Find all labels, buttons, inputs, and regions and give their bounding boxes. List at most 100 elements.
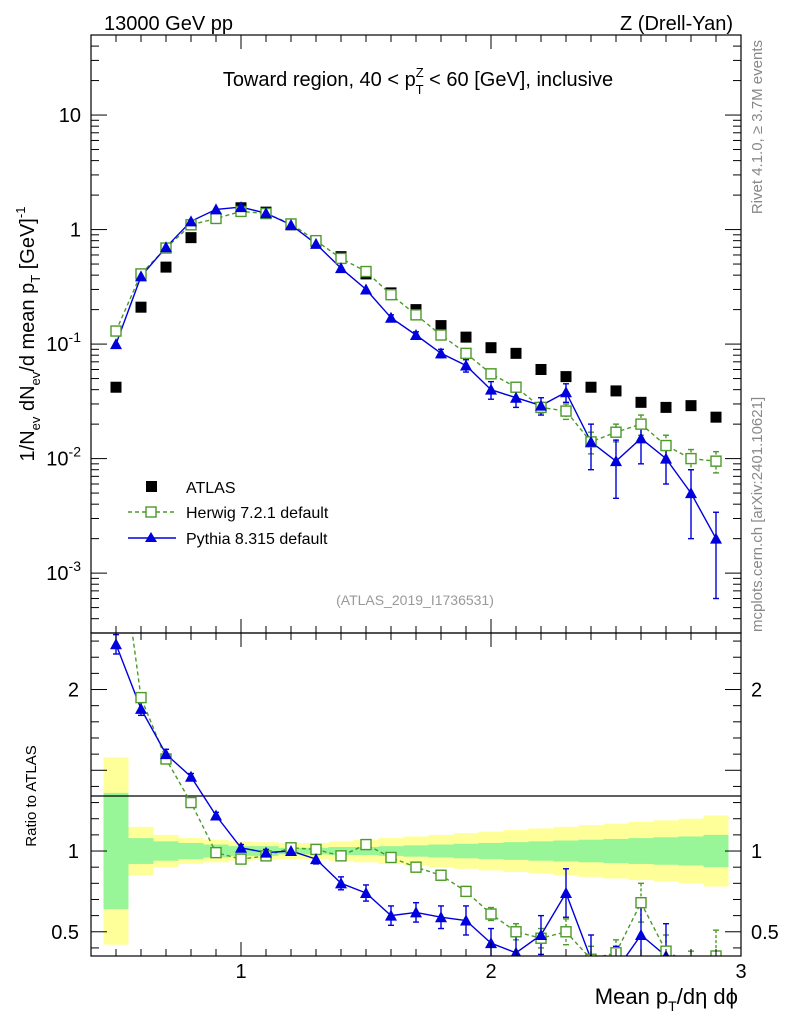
- legend-marker-atlas: [146, 481, 157, 492]
- main-panel: 10-3 10-2 10-1 1 10 Toward region, 40 < pZ T …: [13, 34, 742, 634]
- inner-band-bin: [153, 841, 179, 861]
- herwig-ratio-point: [410, 861, 422, 873]
- y-axis-label: 1/Nev dNev/d mean pT [GeV]-1: [13, 207, 43, 462]
- pythia-point: [560, 386, 572, 398]
- pythia-point: [210, 203, 222, 215]
- pythia-ratio-point: [285, 845, 297, 857]
- herwig-ratio-point: [210, 846, 222, 859]
- pythia-point: [685, 487, 697, 499]
- legend: ATLAS Herwig 7.2.1 default Pythia 8.315 …: [128, 480, 329, 548]
- inner-band-bin: [478, 842, 504, 860]
- atlas-point: [460, 331, 472, 343]
- pythia-point: [660, 452, 672, 464]
- x-tick-label: 1: [235, 961, 246, 983]
- pythia-point: [235, 201, 247, 213]
- x-tick-label: 3: [735, 961, 746, 983]
- atlas-point: [660, 401, 672, 413]
- pythia-ratio-point: [360, 887, 372, 899]
- chart-title: Toward region, 40 < pZ T < 60 [GeV], incl…: [223, 65, 613, 97]
- inner-band-bin: [553, 840, 579, 862]
- legend-entry-atlas: ATLAS: [146, 480, 236, 497]
- herwig-ratio-point: [335, 850, 347, 862]
- y-tick-label: 10-1: [46, 329, 81, 356]
- atlas-point: [185, 232, 197, 244]
- main-ticks: 10-3 10-2 10-1 1 10: [46, 34, 742, 634]
- ratio-y-tick-label: 2: [68, 680, 79, 702]
- ratio-panel: 1 2 30.5 0.51 12 2 Ratio to ATLAS: [23, 632, 779, 983]
- atlas-point: [485, 342, 497, 354]
- pythia-ratio-point: [335, 877, 347, 889]
- header-left: 13000 GeV pp: [104, 13, 233, 35]
- herwig-ratio-point: [510, 926, 522, 938]
- pythia-ratio-point: [635, 929, 647, 941]
- herwig-ratio-point: [460, 885, 472, 898]
- pythia-point: [310, 237, 322, 249]
- x-tick-label: 2: [485, 961, 496, 983]
- pythia-ratio-point: [110, 638, 122, 650]
- pythia-ratio-point: [135, 702, 147, 714]
- pythia-point: [260, 207, 272, 219]
- pythia-ratio-point: [385, 909, 397, 921]
- herwig-point: [435, 329, 447, 341]
- inner-band-bin: [378, 846, 404, 856]
- atlas-point: [160, 261, 172, 273]
- atlas-point: [560, 371, 572, 383]
- herwig-point: [410, 309, 422, 321]
- herwig-point: [685, 452, 697, 465]
- pythia-point: [335, 262, 347, 274]
- herwig-point: [335, 252, 347, 265]
- atlas-point: [610, 385, 622, 397]
- pythia-point: [185, 215, 197, 227]
- herwig-point: [660, 439, 672, 452]
- pythia-point: [635, 432, 647, 444]
- pythia-ratio-point: [410, 906, 422, 918]
- inner-band-bin: [453, 843, 479, 859]
- inner-band-bin: [353, 846, 379, 856]
- main-series: [110, 201, 722, 600]
- pythia-point: [610, 455, 622, 467]
- legend-marker-pythia: [145, 532, 157, 542]
- pythia-point: [585, 435, 597, 447]
- inner-band-bin: [103, 792, 129, 910]
- inner-band-bin: [703, 834, 729, 868]
- pythia-point: [435, 347, 447, 359]
- herwig-point: [710, 455, 722, 467]
- inner-band-bin: [178, 842, 204, 860]
- pythia-point: [285, 218, 297, 230]
- pythia-point: [485, 383, 497, 395]
- legend-entry-herwig: Herwig 7.2.1 default: [128, 505, 329, 522]
- herwig-point: [610, 426, 622, 438]
- rivet-label: Rivet 4.1.0, ≥ 3.7M events: [749, 40, 766, 214]
- inner-band-bin: [128, 838, 154, 864]
- pythia-point: [385, 311, 397, 323]
- herwig-ratio-point: [310, 843, 322, 856]
- pythia-point: [535, 399, 547, 411]
- herwig-ratio-point: [686, 959, 696, 969]
- herwig-point: [460, 347, 472, 360]
- inner-band-bin: [603, 838, 629, 864]
- pythia-ratio-point: [535, 929, 547, 941]
- ratio-ticks: 1 2 30.5 0.51 12 2: [51, 633, 779, 983]
- pythia-point: [460, 359, 472, 371]
- ratio-y-tick-label-right: 2: [751, 680, 762, 702]
- y-tick-label: 10-3: [46, 558, 81, 585]
- atlas-point: [585, 381, 597, 393]
- legend-label-atlas: ATLAS: [186, 480, 236, 497]
- herwig-point: [210, 212, 222, 225]
- atlas-point: [510, 347, 522, 359]
- legend-label-herwig: Herwig 7.2.1 default: [186, 505, 329, 522]
- pythia-point: [160, 241, 172, 253]
- analysis-id: (ATLAS_2019_I1736531): [336, 592, 494, 608]
- herwig-ratio-point: [235, 853, 247, 865]
- herwig-point: [560, 405, 572, 417]
- pythia-ratio-point: [460, 914, 472, 926]
- atlas-point: [635, 396, 647, 408]
- legend-marker-herwig: [145, 506, 157, 518]
- pythia-ratio-point: [560, 887, 572, 899]
- ratio-series: [110, 633, 722, 969]
- herwig-ratio-point: [360, 838, 372, 851]
- legend-label-pythia: Pythia 8.315 default: [186, 531, 328, 548]
- pythia-ratio-point: [435, 911, 447, 923]
- herwig-point: [635, 418, 647, 430]
